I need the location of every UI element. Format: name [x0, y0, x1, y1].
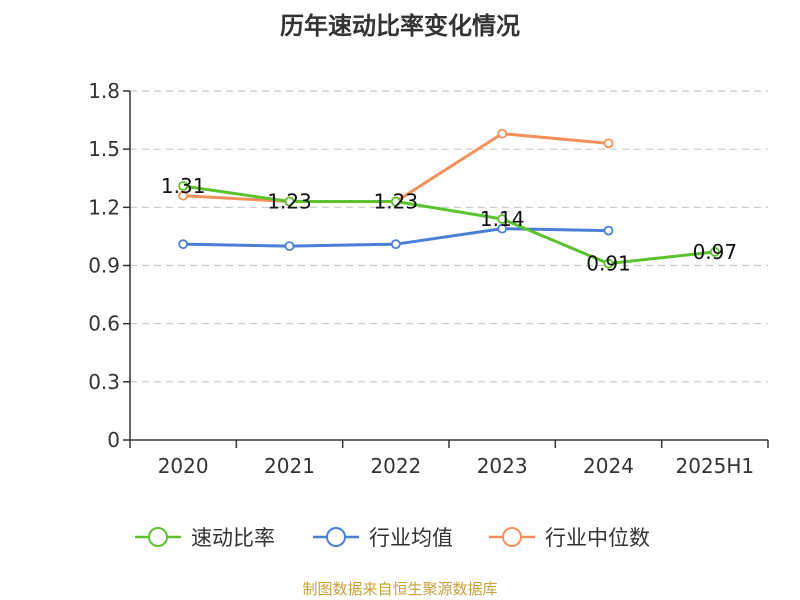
x-tick-label-2023: 2023	[477, 454, 528, 478]
series-1-point-2022	[390, 239, 401, 250]
legend-swatch-marker-1	[326, 527, 346, 547]
legend-label-1: 行业均值	[369, 526, 453, 550]
data-labels: 1.31 1.23 1.23 1.14 0.91 0.97	[161, 174, 737, 276]
x-tick-label-2021: 2021	[264, 454, 315, 478]
y-tick-label-4: 1.2	[88, 195, 120, 219]
series-0-point-2024	[603, 258, 614, 269]
legend[interactable]: 速动比率 行业均值 行业中位数	[135, 526, 650, 550]
y-tick-label-0: 0	[107, 428, 120, 452]
series-2-point-2024	[603, 138, 614, 149]
series-0-point-2020	[178, 181, 189, 191]
series-line-0	[182, 184, 715, 266]
legend-swatch-marker-2	[502, 527, 522, 547]
y-tick-label-3: 0.9	[88, 254, 120, 278]
y-tick-label-6: 1.8	[88, 79, 120, 103]
data-label-2025H1: 0.97	[693, 240, 738, 264]
series-lines	[178, 128, 720, 269]
data-label-2024: 0.91	[586, 252, 631, 276]
data-label-2022: 1.23	[374, 190, 419, 214]
series-1-point-2023	[497, 223, 508, 234]
data-label-2023: 1.14	[480, 207, 525, 231]
series-2-point-2020	[178, 190, 189, 201]
x-tick-label-2020: 2020	[158, 454, 209, 478]
legend-swatch-marker-0	[148, 527, 168, 547]
legend-label-0: 速动比率	[191, 526, 275, 550]
x-tick-label-2022: 2022	[370, 454, 421, 478]
series-2-point-2023	[497, 128, 508, 139]
legend-item-2[interactable]: 行业中位数	[489, 526, 650, 550]
series-1-point-2024	[603, 225, 614, 236]
y-tick-label-5: 1.5	[88, 137, 120, 161]
series-0-point-2023	[497, 214, 508, 224]
series-1-point-2021	[284, 241, 295, 252]
x-tick-label-2025H1: 2025H1	[675, 454, 754, 478]
legend-item-0[interactable]: 速动比率	[135, 526, 275, 550]
series-1-point-2020	[178, 239, 189, 250]
data-label-2021: 1.23	[267, 190, 312, 214]
axes: 0 0.3 0.6 0.9 1.2 1.5 1.8 2020 2021 2022 2023 2024 2…	[88, 79, 769, 478]
y-tick-label-2: 0.6	[88, 312, 120, 336]
series-0-point-2022	[390, 196, 401, 207]
legend-item-1[interactable]: 行业均值	[313, 526, 453, 550]
chart-title: 历年速动比率变化情况	[280, 12, 520, 40]
data-label-2020: 1.31	[161, 174, 206, 198]
grid-lines	[130, 90, 768, 383]
x-tick-label-2024: 2024	[583, 454, 634, 478]
source-note: 制图数据来自恒生聚源数据库	[302, 580, 497, 598]
series-0-point-2025H1	[709, 247, 720, 257]
series-0-point-2021	[284, 196, 295, 207]
y-tick-label-1: 0.3	[88, 370, 120, 394]
legend-label-2: 行业中位数	[545, 526, 650, 550]
